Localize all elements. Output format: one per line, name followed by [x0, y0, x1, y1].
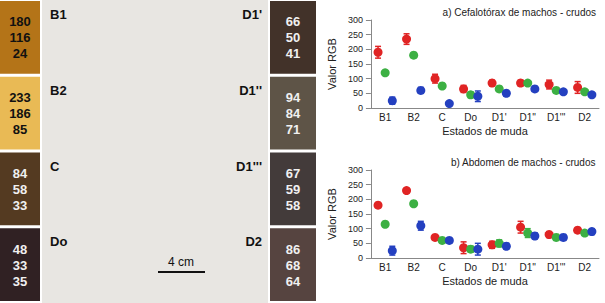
svg-text:Estados de muda: Estados de muda: [442, 125, 528, 137]
svg-text:0: 0: [358, 103, 363, 113]
svg-text:D1': D1': [242, 7, 262, 22]
svg-text:150: 150: [348, 209, 363, 219]
svg-text:66: 66: [286, 14, 300, 29]
svg-text:Do: Do: [464, 112, 477, 123]
svg-text:4 cm: 4 cm: [168, 255, 194, 269]
svg-text:100: 100: [348, 74, 363, 84]
svg-text:D1''': D1''': [236, 159, 262, 174]
svg-text:C: C: [439, 262, 446, 273]
svg-text:67: 67: [286, 166, 300, 181]
svg-text:Valor RGB: Valor RGB: [326, 38, 338, 90]
svg-text:41: 41: [286, 46, 300, 61]
svg-text:100: 100: [348, 224, 363, 234]
svg-text:a) Cefalotórax de machos - cru: a) Cefalotórax de machos - crudos: [443, 7, 596, 18]
svg-text:D1'': D1'': [239, 83, 262, 98]
svg-text:64: 64: [286, 274, 301, 289]
svg-text:84: 84: [13, 166, 28, 181]
svg-text:50: 50: [286, 30, 300, 45]
svg-text:D1': D1': [492, 112, 507, 123]
svg-text:B1: B1: [379, 262, 392, 273]
svg-text:b) Abdomen de machos - crudos: b) Abdomen de machos - crudos: [451, 157, 596, 168]
svg-text:300: 300: [348, 15, 363, 25]
svg-text:D1''': D1''': [547, 112, 566, 123]
svg-text:C: C: [439, 112, 446, 123]
svg-text:116: 116: [10, 30, 31, 45]
svg-text:B2: B2: [408, 112, 421, 123]
svg-text:50: 50: [353, 238, 363, 248]
svg-text:200: 200: [348, 44, 363, 54]
svg-text:24: 24: [13, 46, 28, 61]
svg-text:50: 50: [353, 88, 363, 98]
svg-text:Estados de muda: Estados de muda: [442, 275, 528, 287]
svg-text:D2: D2: [578, 112, 591, 123]
svg-text:0: 0: [358, 253, 363, 263]
svg-text:200: 200: [348, 194, 363, 204]
svg-text:33: 33: [13, 258, 27, 273]
svg-text:86: 86: [286, 242, 300, 257]
svg-text:D1'': D1'': [519, 262, 536, 273]
svg-text:B2: B2: [50, 83, 67, 98]
svg-text:58: 58: [13, 182, 27, 197]
svg-text:B1: B1: [50, 7, 67, 22]
svg-text:D2: D2: [245, 234, 262, 249]
svg-text:300: 300: [348, 165, 363, 175]
svg-text:71: 71: [286, 122, 300, 137]
svg-text:250: 250: [348, 180, 363, 190]
svg-text:84: 84: [286, 106, 301, 121]
svg-text:94: 94: [286, 90, 301, 105]
svg-text:D1': D1': [492, 262, 507, 273]
svg-text:233: 233: [9, 90, 31, 105]
svg-text:68: 68: [286, 258, 300, 273]
svg-text:48: 48: [13, 242, 27, 257]
svg-text:58: 58: [286, 198, 300, 213]
svg-text:Valor RGB: Valor RGB: [326, 188, 338, 240]
svg-text:B1: B1: [379, 112, 392, 123]
svg-text:250: 250: [348, 30, 363, 40]
svg-text:150: 150: [348, 59, 363, 69]
svg-text:33: 33: [13, 198, 27, 213]
svg-text:Do: Do: [50, 234, 67, 249]
svg-text:85: 85: [13, 122, 27, 137]
svg-text:Do: Do: [464, 262, 477, 273]
svg-text:180: 180: [9, 14, 31, 29]
svg-text:C: C: [50, 159, 60, 174]
svg-text:59: 59: [286, 182, 300, 197]
svg-text:D2: D2: [578, 262, 591, 273]
svg-text:D1''': D1''': [547, 262, 566, 273]
svg-text:B2: B2: [408, 262, 421, 273]
svg-text:D1'': D1'': [519, 112, 536, 123]
svg-text:35: 35: [13, 274, 27, 289]
svg-text:186: 186: [9, 106, 31, 121]
